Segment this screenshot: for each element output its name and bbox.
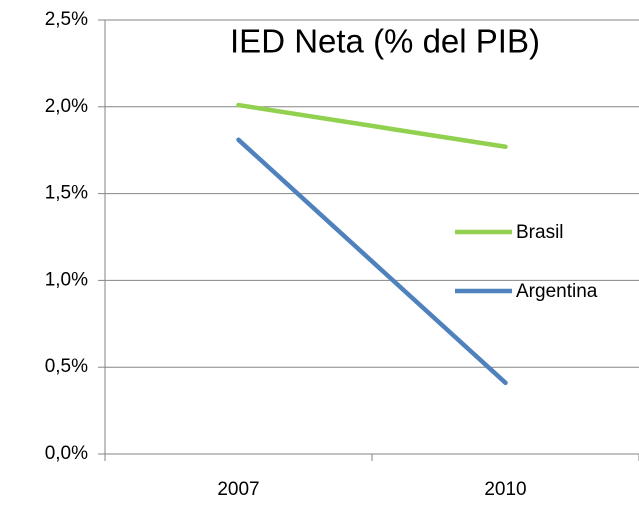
x-tick-label: 2007 [217, 479, 259, 500]
y-tick-label: 1,5% [45, 183, 88, 204]
y-tick-label: 0,0% [45, 443, 88, 464]
series-line [236, 137, 508, 386]
x-tick-label: 2010 [484, 479, 526, 500]
legend-label: Brasil [516, 222, 564, 243]
series-line [236, 102, 508, 149]
chart-title: IED Neta (% del PIB) [230, 23, 540, 60]
y-tick-label: 2,5% [45, 9, 88, 30]
legend-label: Argentina [516, 281, 598, 302]
y-tick-label: 1,0% [45, 269, 88, 290]
y-tick-label: 0,5% [45, 356, 88, 377]
y-tick-label: 2,0% [45, 96, 88, 117]
